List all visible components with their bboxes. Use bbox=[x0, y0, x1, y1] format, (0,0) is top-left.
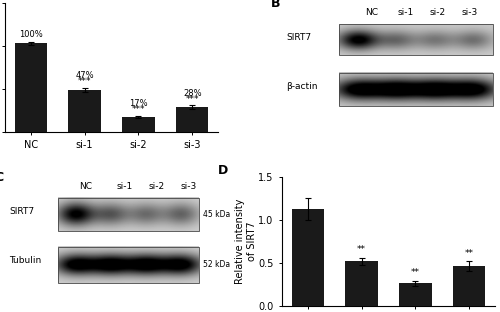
Bar bbox=[14, 43, 47, 132]
Bar bbox=[399, 283, 432, 306]
Bar bbox=[453, 266, 486, 306]
Text: si-3: si-3 bbox=[462, 8, 477, 17]
Text: ***: *** bbox=[186, 95, 199, 104]
Bar bbox=[340, 24, 493, 55]
Text: 17%: 17% bbox=[129, 99, 148, 108]
Text: **: ** bbox=[411, 268, 420, 277]
Text: NC: NC bbox=[80, 182, 92, 191]
Bar bbox=[58, 197, 199, 231]
Text: ***: *** bbox=[78, 77, 92, 86]
Text: 47%: 47% bbox=[76, 71, 94, 80]
Text: SIRT7: SIRT7 bbox=[10, 207, 34, 216]
Bar bbox=[122, 117, 154, 132]
Text: D: D bbox=[218, 164, 228, 177]
Text: β-actin: β-actin bbox=[286, 82, 318, 91]
Text: SIRT7: SIRT7 bbox=[286, 33, 312, 42]
Text: 45 kDa: 45 kDa bbox=[203, 210, 230, 219]
Bar bbox=[58, 246, 199, 283]
Text: Tubulin: Tubulin bbox=[10, 256, 42, 265]
Text: 100%: 100% bbox=[19, 30, 42, 39]
Text: ***: *** bbox=[132, 105, 145, 114]
Text: si-1: si-1 bbox=[116, 182, 132, 191]
Text: NC: NC bbox=[365, 8, 378, 17]
Text: **: ** bbox=[357, 245, 366, 254]
Text: C: C bbox=[0, 171, 4, 183]
Text: 28%: 28% bbox=[183, 89, 202, 98]
Bar bbox=[292, 209, 324, 306]
Bar bbox=[176, 107, 208, 132]
Bar bbox=[68, 90, 101, 132]
Text: si-1: si-1 bbox=[398, 8, 413, 17]
Bar bbox=[340, 73, 493, 106]
Text: B: B bbox=[272, 0, 281, 10]
Text: si-2: si-2 bbox=[148, 182, 164, 191]
Bar bbox=[346, 261, 378, 306]
Text: **: ** bbox=[464, 249, 473, 258]
Text: si-2: si-2 bbox=[430, 8, 446, 17]
Text: 52 kDa: 52 kDa bbox=[203, 260, 230, 269]
Y-axis label: Relative intensity
of SIRT7: Relative intensity of SIRT7 bbox=[236, 199, 257, 284]
Text: si-3: si-3 bbox=[180, 182, 196, 191]
